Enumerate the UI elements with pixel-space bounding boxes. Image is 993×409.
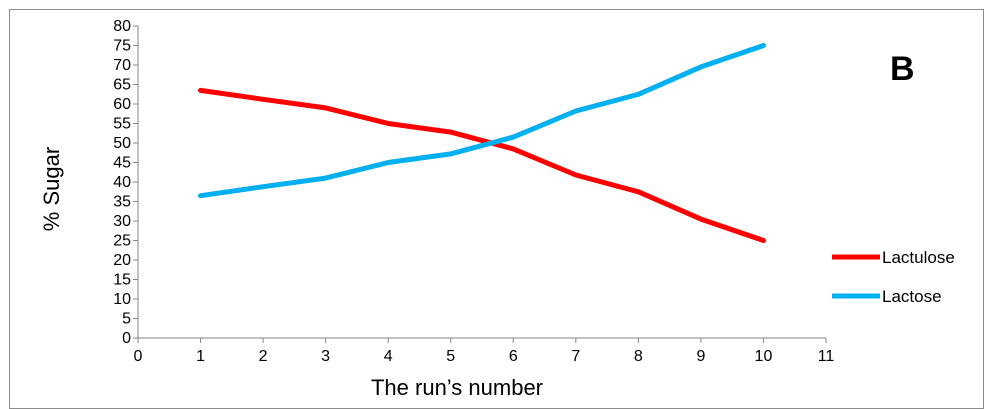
panel-label: B [890,50,915,88]
y-tick-label: 0 [122,330,131,347]
series-line-lactulose [198,87,766,243]
x-tick-label: 5 [446,348,455,365]
legend-item-lactose: Lactose [832,287,942,306]
y-tick-label: 15 [113,272,131,289]
series-line-lactose [198,43,766,199]
x-tick-label: 1 [196,348,205,365]
x-tick-label: 10 [755,348,773,365]
x-tick-label: 7 [571,348,580,365]
x-tick-label: 11 [818,348,835,365]
y-tick-label: 60 [113,96,131,113]
legend-label: Lactulose [882,248,955,267]
x-tick-label: 8 [634,348,643,365]
y-axis-title: % Sugar [39,147,64,231]
y-tick-label: 25 [113,233,131,250]
y-tick-label: 35 [113,194,131,211]
y-tick-label: 75 [113,38,131,55]
y-tick-label: 55 [113,116,131,133]
y-tick-label: 65 [113,77,131,94]
x-tick-label: 0 [134,348,143,365]
y-axis: 0 5 10 15 20 25 30 35 40 45 50 55 60 65 70 75 80 [113,18,139,347]
x-tick-label: 3 [321,348,330,365]
legend-label: Lactose [882,287,942,306]
series-layer [198,43,766,243]
y-tick-label: 45 [113,155,131,172]
y-tick-label: 80 [113,18,131,35]
y-tick-label: 50 [113,135,131,152]
legend-item-lactulose: Lactulose [832,248,955,267]
y-tick-label: 10 [113,291,131,308]
y-tick-label: 30 [113,213,131,230]
legend: Lactulose Lactose [832,248,955,306]
y-tick-label: 40 [113,174,131,191]
y-tick-label: 70 [113,57,131,74]
x-tick-label: 2 [259,348,268,365]
x-tick-label: 6 [509,348,518,365]
y-tick-label: 5 [122,311,131,328]
x-tick-label: 4 [384,348,393,365]
x-tick-label: 9 [696,348,705,365]
y-tick-label: 20 [113,252,131,269]
x-axis-title: The run’s number [371,375,543,400]
x-axis: 0 1 2 3 4 5 6 7 8 9 10 11 [134,337,835,365]
